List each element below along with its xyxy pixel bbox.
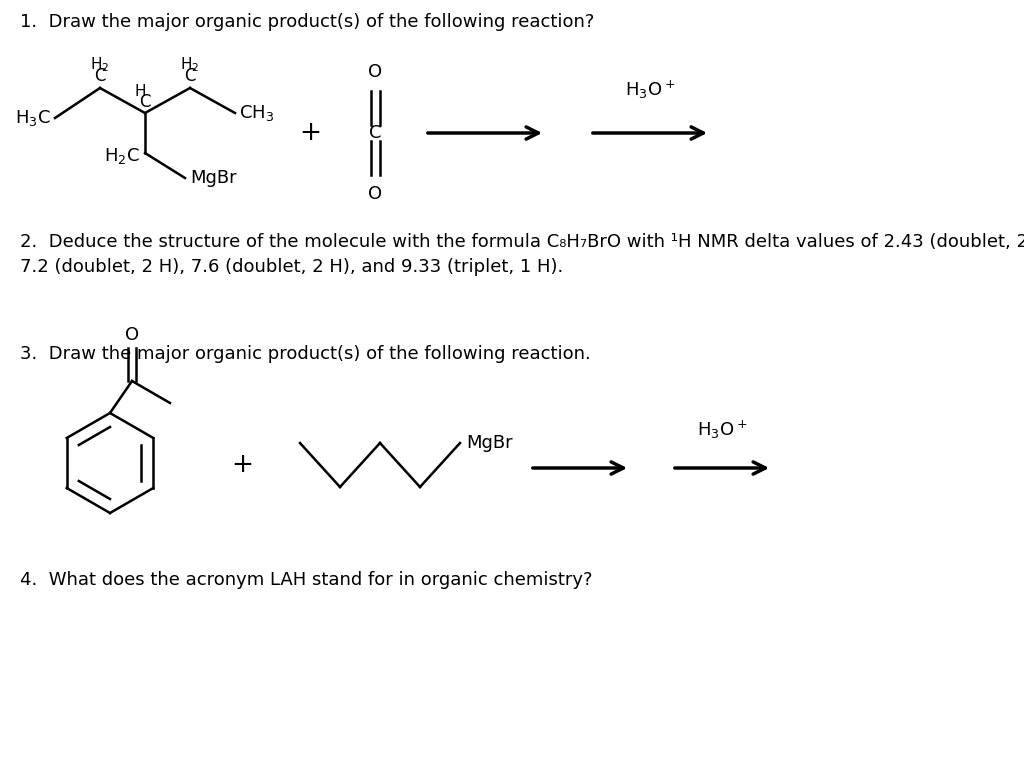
Text: 2.  Deduce the structure of the molecule with the formula C₈H₇BrO with ¹H NMR de: 2. Deduce the structure of the molecule … (20, 233, 1024, 276)
Text: H$_2$C: H$_2$C (104, 146, 140, 166)
Text: H$_3$O$^+$: H$_3$O$^+$ (625, 79, 675, 101)
Text: MgBr: MgBr (466, 434, 513, 452)
Text: O: O (125, 326, 139, 344)
Text: H$_2$: H$_2$ (90, 55, 110, 74)
Text: H$_3$O$^+$: H$_3$O$^+$ (697, 419, 748, 441)
Text: 4.  What does the acronym LAH stand for in organic chemistry?: 4. What does the acronym LAH stand for i… (20, 571, 593, 589)
Text: C: C (94, 67, 105, 85)
Text: H$_3$C: H$_3$C (15, 108, 51, 128)
Text: C: C (184, 67, 196, 85)
Text: 1.  Draw the major organic product(s) of the following reaction?: 1. Draw the major organic product(s) of … (20, 13, 594, 31)
Text: 3.  Draw the major organic product(s) of the following reaction.: 3. Draw the major organic product(s) of … (20, 345, 591, 363)
Text: H: H (134, 84, 145, 99)
Text: C: C (369, 124, 381, 142)
Text: H$_2$: H$_2$ (180, 55, 200, 74)
Text: O: O (368, 185, 382, 203)
Text: O: O (368, 63, 382, 81)
Text: +: + (299, 120, 321, 146)
Text: C: C (139, 93, 151, 111)
Text: CH$_3$: CH$_3$ (239, 103, 274, 123)
Text: +: + (231, 452, 253, 478)
Text: MgBr: MgBr (190, 169, 237, 187)
